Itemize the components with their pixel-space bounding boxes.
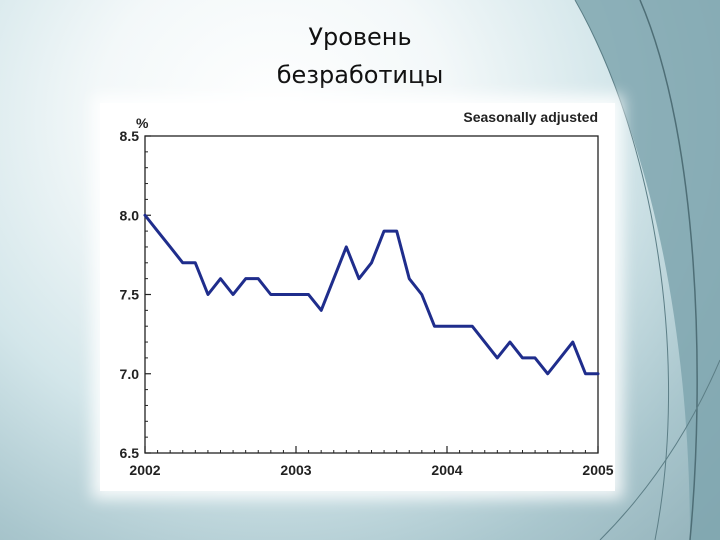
y-tick-label: 8.5 — [120, 128, 140, 144]
series-group — [143, 213, 600, 376]
seasonally-adjusted-note: Seasonally adjusted — [463, 109, 598, 125]
x-tick-label: 2003 — [280, 462, 311, 478]
chart-frame: 6.5 7.0 7.5 8.0 8.5 2002 2003 2004 2005 % Season… — [100, 103, 615, 491]
unemployment-line-chart: 6.5 7.0 7.5 8.0 8.5 2002 2003 2004 2005 % Season… — [120, 109, 614, 478]
x-tick-label: 2002 — [129, 462, 160, 478]
unemployment-rate-line — [143, 213, 600, 376]
x-tick-label: 2005 — [582, 462, 613, 478]
slide-title-line-2: безработицы — [276, 61, 444, 89]
y-tick-label: 7.0 — [120, 366, 140, 382]
x-tick-label: 2004 — [431, 462, 462, 478]
slide-title: Уровень безработицы — [200, 18, 520, 94]
slide-title-line-1: Уровень — [308, 23, 412, 51]
plot-border — [144, 135, 599, 454]
tick-marks — [144, 135, 599, 454]
y-tick-label: 6.5 — [120, 445, 140, 461]
tick-labels: 6.5 7.0 7.5 8.0 8.5 2002 2003 2004 2005 — [120, 128, 614, 478]
y-axis-unit-label: % — [136, 115, 149, 131]
y-tick-label: 7.5 — [120, 287, 140, 303]
y-tick-label: 8.0 — [120, 207, 140, 223]
plot-axes — [144, 135, 599, 454]
